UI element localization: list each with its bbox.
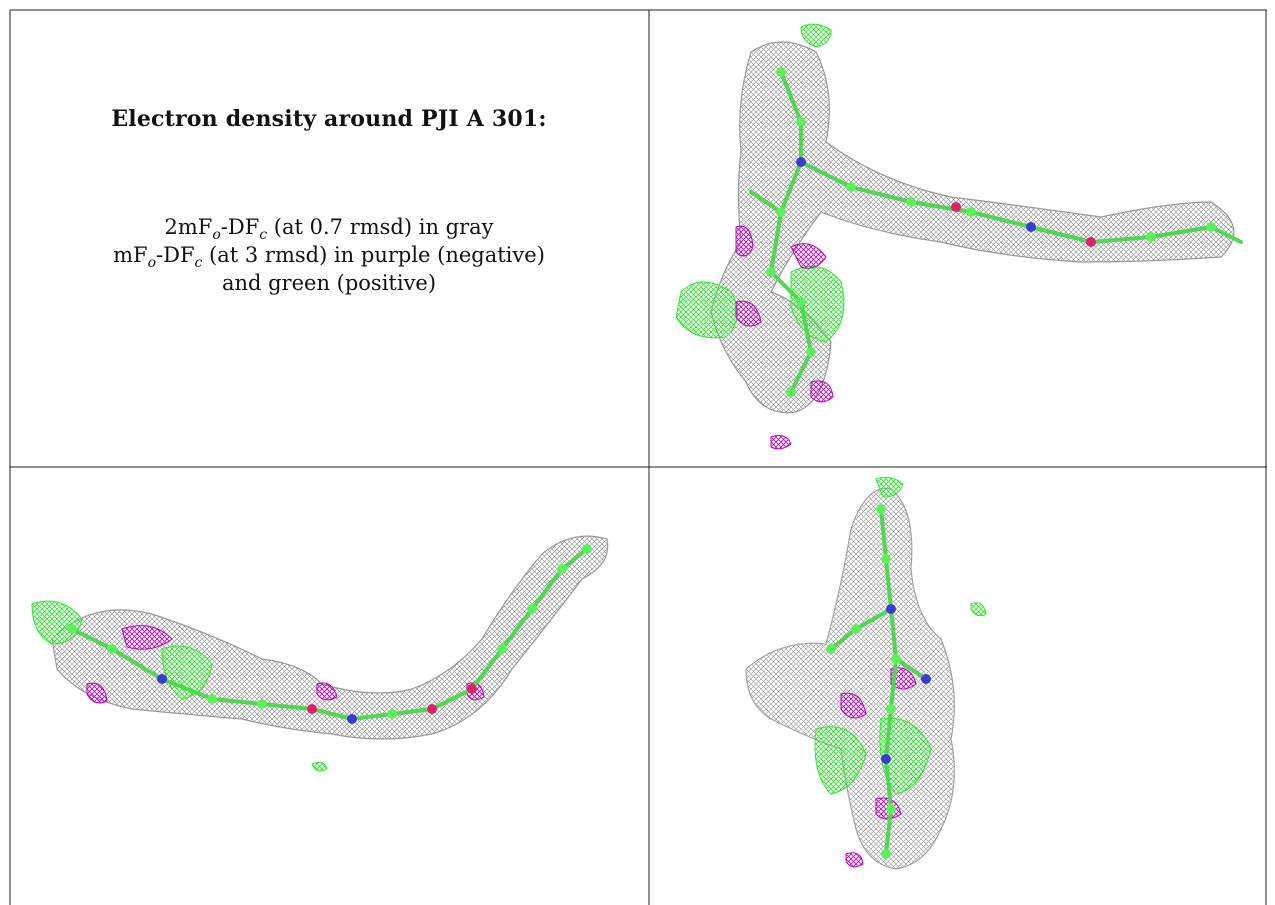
purple-negative-density [735, 225, 834, 450]
purple-negative-density [840, 667, 917, 868]
atom-spheres [766, 67, 1216, 397]
atom-spheres [67, 544, 592, 724]
green-positive-density [814, 476, 987, 795]
density-panel-bottom-right [745, 476, 987, 870]
caption-title: Electron density around PJI A 301: [111, 106, 547, 132]
legend-cell: Electron density around PJI A 301: 2mFo-… [10, 10, 648, 466]
legend-line-colors: and green (positive) [221, 271, 437, 295]
legend-line-2fo-fc: 2mFo-DFc (at 0.7 rmsd) in gray [164, 215, 494, 244]
density-panel-top-right [675, 23, 1243, 450]
caption-legend: 2mFo-DFc (at 0.7 rmsd) in gray mFo-DFc (… [10, 213, 648, 297]
atom-spheres [826, 504, 931, 859]
density-panel-bottom-left [31, 535, 609, 772]
legend-line-fo-fc: mFo-DFc (at 3 rmsd) in purple (negative) [113, 243, 545, 272]
ligand-model [70, 547, 589, 722]
